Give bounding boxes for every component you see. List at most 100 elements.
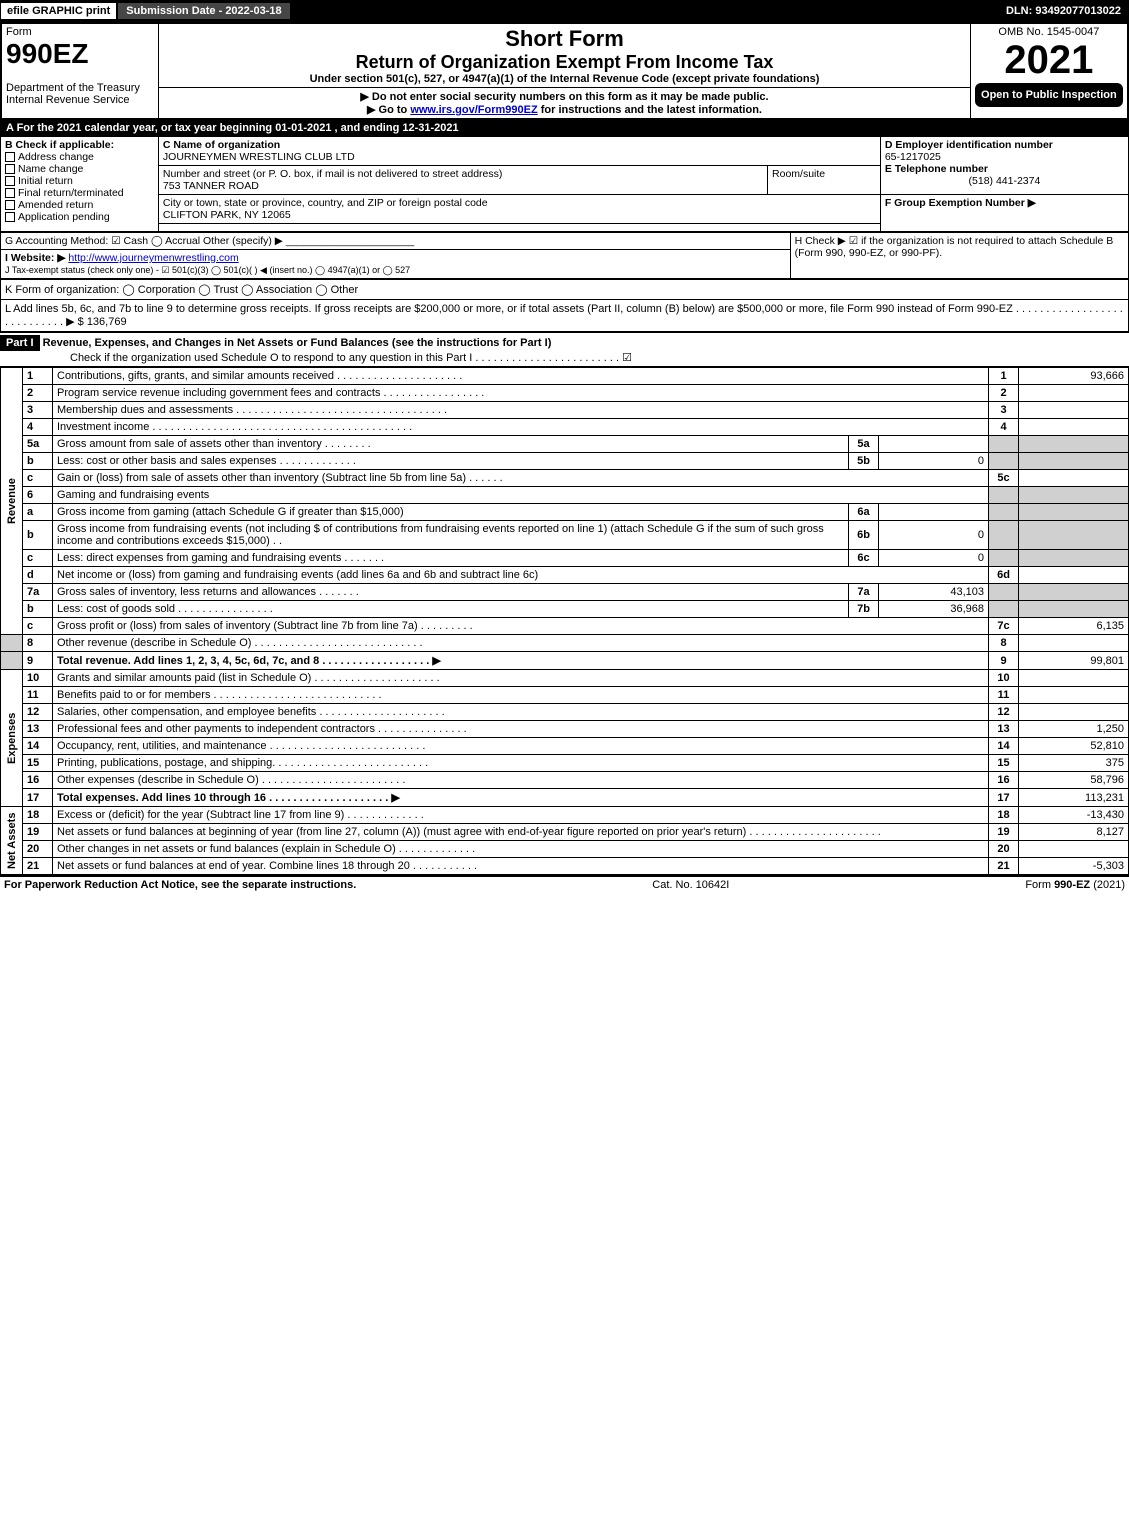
ln13-rv: 1,250 [1019, 721, 1129, 738]
room-label: Room/suite [772, 168, 825, 180]
ln14-rv: 52,810 [1019, 738, 1129, 755]
ln11-rn: 11 [989, 687, 1019, 704]
expenses-label: Expenses [1, 670, 23, 807]
ln6c-sh2 [1019, 550, 1129, 567]
ln6a-mv [879, 504, 989, 521]
ln17-n: 17 [23, 789, 53, 807]
ln6b-d: Gross income from fundraising events (no… [53, 521, 849, 550]
d-label: D Employer identification number [885, 139, 1053, 151]
ln2-d: Program service revenue including govern… [53, 385, 989, 402]
ln7a-sh2 [1019, 584, 1129, 601]
ln6d-d: Net income or (loss) from gaming and fun… [53, 567, 989, 584]
g-line: G Accounting Method: ☑ Cash ◯ Accrual Ot… [5, 235, 283, 247]
ln6b-n: b [23, 521, 53, 550]
ln9-d: Total revenue. Add lines 1, 2, 3, 4, 5c,… [53, 652, 989, 670]
ln5c-rn: 5c [989, 470, 1019, 487]
ln12-rv [1019, 704, 1129, 721]
ln6a-mn: 6a [849, 504, 879, 521]
ln8-rn: 8 [989, 635, 1019, 652]
footer-mid: Cat. No. 10642I [652, 879, 729, 891]
ln3-rv [1019, 402, 1129, 419]
chk-initial[interactable] [5, 176, 15, 186]
ln2-n: 2 [23, 385, 53, 402]
under-section: Under section 501(c), 527, or 4947(a)(1)… [163, 73, 965, 85]
ln21-rv: -5,303 [1019, 858, 1129, 875]
ln5a-n: 5a [23, 436, 53, 453]
ln4-d: Investment income . . . . . . . . . . . … [53, 419, 989, 436]
chk-name[interactable] [5, 164, 15, 174]
ln7c-n: c [23, 618, 53, 635]
top-bar: efile GRAPHIC print Submission Date - 20… [0, 0, 1129, 22]
ln2-rn: 2 [989, 385, 1019, 402]
ln12-rn: 12 [989, 704, 1019, 721]
ln6-sh [989, 487, 1019, 504]
chk-amended[interactable] [5, 200, 15, 210]
revenue-label: Revenue [1, 368, 23, 635]
ln21-rn: 21 [989, 858, 1019, 875]
ln4-n: 4 [23, 419, 53, 436]
ln15-d: Printing, publications, postage, and shi… [53, 755, 989, 772]
goto-post: for instructions and the latest informat… [538, 104, 762, 116]
website-link[interactable]: http://www.journeymenwrestling.com [68, 252, 238, 264]
opt-final: Final return/terminated [18, 187, 124, 199]
opt-amended: Amended return [18, 199, 93, 211]
chk-address[interactable] [5, 152, 15, 162]
ln9-rn: 9 [989, 652, 1019, 670]
ln6b-sh [989, 521, 1019, 550]
ln14-n: 14 [23, 738, 53, 755]
short-form: Short Form [163, 26, 965, 52]
ln10-d: Grants and similar amounts paid (list in… [53, 670, 989, 687]
dept: Department of the Treasury [6, 82, 140, 94]
form-header: Form 990EZ Department of the Treasury In… [0, 22, 1129, 120]
ln6b-mn: 6b [849, 521, 879, 550]
ln5b-sh [989, 453, 1019, 470]
part1-title: Revenue, Expenses, and Changes in Net As… [43, 337, 552, 349]
ln6c-d: Less: direct expenses from gaming and fu… [53, 550, 849, 567]
ln7c-rv: 6,135 [1019, 618, 1129, 635]
ln6c-mv: 0 [879, 550, 989, 567]
ln14-rn: 14 [989, 738, 1019, 755]
ln1-d: Contributions, gifts, grants, and simila… [53, 368, 989, 385]
chk-final[interactable] [5, 188, 15, 198]
ln9-db: Total revenue. Add lines 1, 2, 3, 4, 5c,… [57, 655, 441, 667]
ln7a-d: Gross sales of inventory, less returns a… [53, 584, 849, 601]
ln12-d: Salaries, other compensation, and employ… [53, 704, 989, 721]
ln5a-mv [879, 436, 989, 453]
ln5b-mv: 0 [879, 453, 989, 470]
l-line: L Add lines 5b, 6c, and 7b to line 9 to … [0, 300, 1129, 332]
ln20-d: Other changes in net assets or fund bala… [53, 841, 989, 858]
part1-check: Check if the organization used Schedule … [0, 352, 632, 364]
part1-header: Part I Revenue, Expenses, and Changes in… [0, 332, 1129, 367]
ln11-d: Benefits paid to or for members . . . . … [53, 687, 989, 704]
netassets-label: Net Assets [1, 807, 23, 875]
form-number: 990EZ [6, 38, 89, 69]
ln16-n: 16 [23, 772, 53, 789]
street: 753 TANNER ROAD [163, 180, 259, 192]
j-line: J Tax-exempt status (check only one) - ☑… [5, 265, 410, 275]
footer-right: Form 990-EZ (2021) [1025, 879, 1125, 891]
ln7b-sh [989, 601, 1019, 618]
ssn-note: ▶ Do not enter social security numbers o… [163, 90, 965, 103]
k-line: K Form of organization: ◯ Corporation ◯ … [0, 279, 1129, 300]
ln5a-sh [989, 436, 1019, 453]
ln3-d: Membership dues and assessments . . . . … [53, 402, 989, 419]
ln19-d: Net assets or fund balances at beginning… [53, 824, 989, 841]
ln9-rv: 99,801 [1019, 652, 1129, 670]
ln3-rn: 3 [989, 402, 1019, 419]
ein: 65-1217025 [885, 151, 941, 163]
rev-sh2 [1, 652, 23, 670]
chk-pending[interactable] [5, 212, 15, 222]
ln18-d: Excess or (deficit) for the year (Subtra… [53, 807, 989, 824]
ln1-n: 1 [23, 368, 53, 385]
ln5c-rv [1019, 470, 1129, 487]
ln6-sh2 [1019, 487, 1129, 504]
ln6d-rn: 6d [989, 567, 1019, 584]
ln6-d: Gaming and fundraising events [53, 487, 989, 504]
ln19-rn: 19 [989, 824, 1019, 841]
ln5a-sh2 [1019, 436, 1129, 453]
ln10-n: 10 [23, 670, 53, 687]
opt-address: Address change [18, 151, 94, 163]
ln7b-d: Less: cost of goods sold . . . . . . . .… [53, 601, 849, 618]
ln5c-n: c [23, 470, 53, 487]
irs-link[interactable]: www.irs.gov/Form990EZ [410, 104, 537, 116]
